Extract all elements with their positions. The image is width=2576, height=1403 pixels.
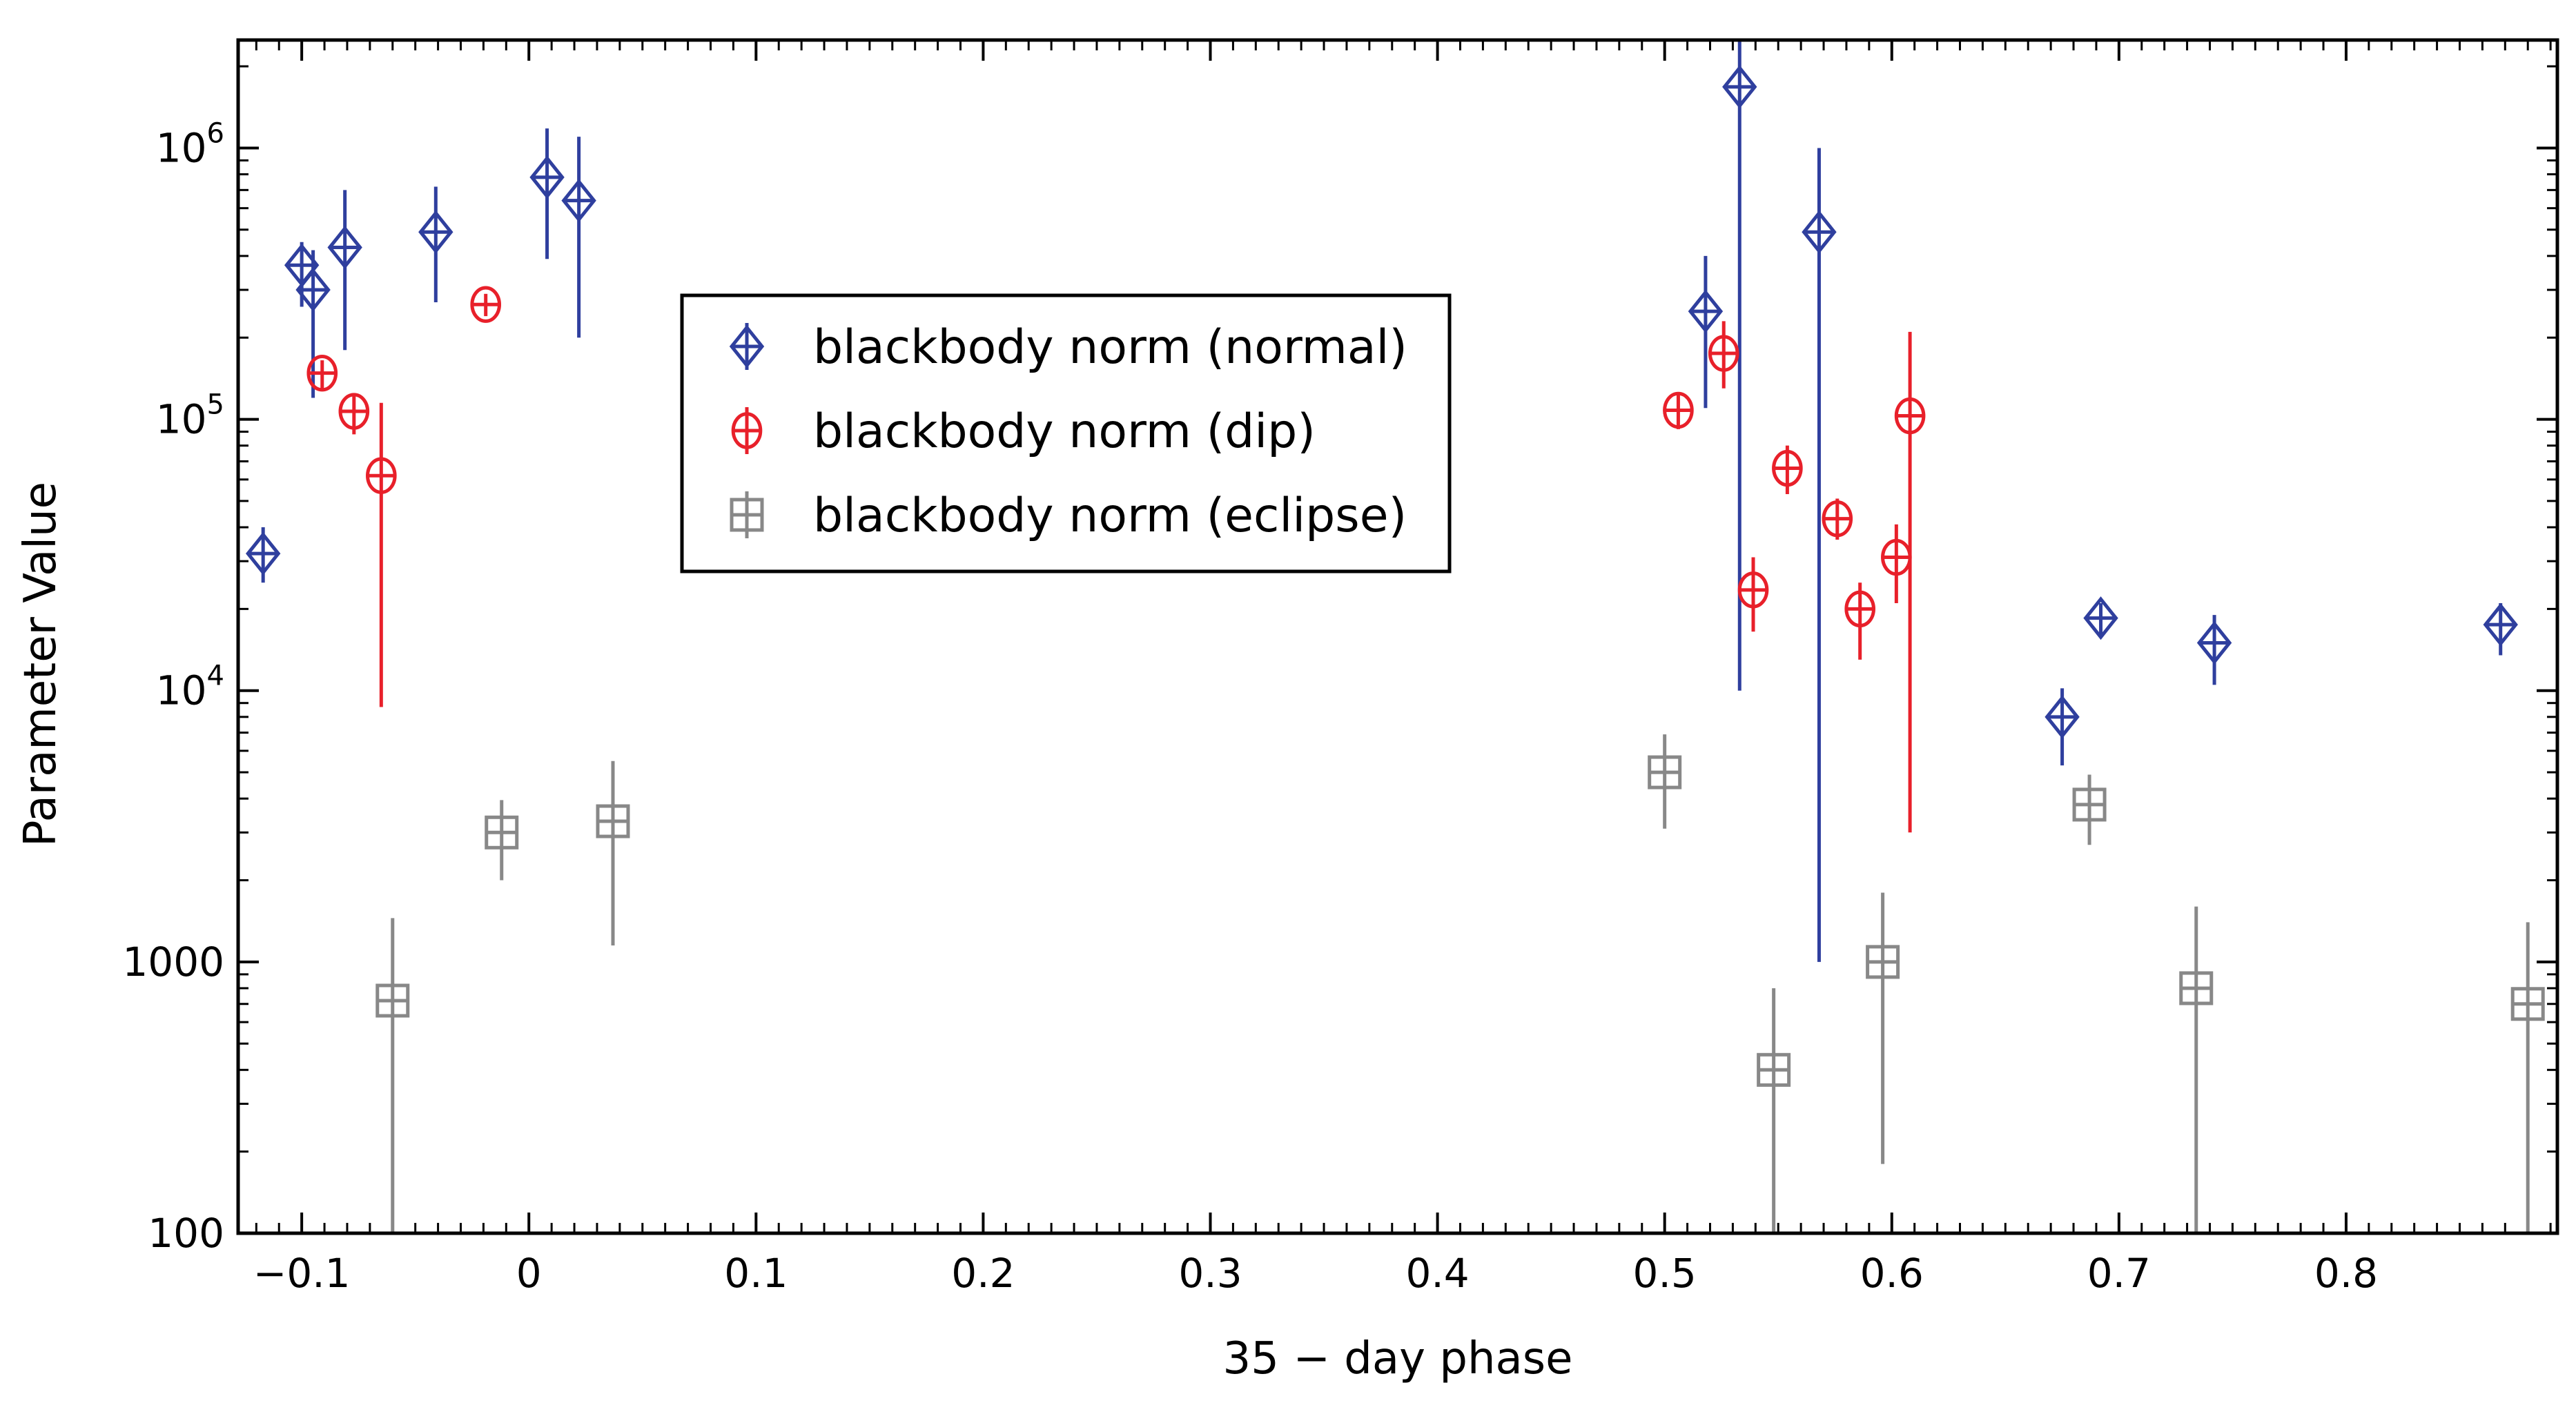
- y-tick-label: 104: [156, 660, 224, 714]
- axis-ticks: [238, 40, 2557, 1235]
- data-point: [245, 527, 281, 583]
- data-point: [1844, 582, 1875, 660]
- x-axis-title: 35 − day phase: [1223, 1333, 1573, 1384]
- data-point: [306, 354, 338, 392]
- x-tick-label: 0.2: [951, 1250, 1015, 1297]
- data-point: [1757, 988, 1791, 1233]
- y-tick-label: 1000: [122, 939, 224, 985]
- x-tick-label: 0.7: [2087, 1250, 2151, 1297]
- data-point: [2510, 922, 2545, 1233]
- legend-label-eclipse: blackbody norm (eclipse): [813, 489, 1407, 543]
- y-tick-base: 10: [156, 667, 207, 714]
- plot-frame: [236, 38, 2559, 1235]
- data-point: [418, 186, 453, 302]
- legend-label-dip: blackbody norm (dip): [813, 404, 1316, 459]
- x-tick-label: −0.1: [253, 1250, 351, 1297]
- data-point: [1648, 734, 1682, 829]
- data-point: [596, 761, 630, 945]
- data-point: [1866, 892, 1900, 1164]
- data-point: [1737, 557, 1769, 632]
- data-point: [1881, 524, 1912, 604]
- y-tick-base: 10: [156, 396, 207, 443]
- data-point: [327, 190, 362, 351]
- data-point: [1894, 331, 1926, 833]
- data-point: [2483, 602, 2518, 656]
- legend-marker-circle: [731, 407, 763, 454]
- data-point: [1663, 391, 1694, 429]
- x-tick-label: 0.1: [724, 1250, 788, 1297]
- tick-labels: −0.1 0 0.1 0.2 0.3 0.4 0.5 0.6 0.7 0.810010001041…: [122, 117, 2378, 1297]
- data-point: [2072, 774, 2107, 845]
- data-point: [529, 128, 565, 259]
- legend-marker-square: [730, 491, 764, 538]
- x-tick-label: 0.8: [2314, 1250, 2378, 1297]
- x-tick-label: 0.4: [1405, 1250, 1469, 1297]
- legend-label-normal: blackbody norm (normal): [813, 320, 1407, 375]
- data-point: [1802, 148, 1837, 962]
- y-tick-label: 100: [148, 1210, 224, 1257]
- data-point: [338, 393, 370, 435]
- x-tick-label: 0.3: [1178, 1250, 1242, 1297]
- legend-marker-diamond: [729, 323, 765, 370]
- data-point: [2045, 688, 2080, 766]
- series-circle: [306, 286, 1926, 833]
- legend-entry-dip: blackbody norm (dip): [731, 404, 1316, 459]
- y-tick-exponent: 6: [207, 117, 224, 149]
- data-point: [1688, 255, 1724, 409]
- data-point: [470, 286, 502, 323]
- data-point: [366, 402, 397, 707]
- legend-entry-eclipse: blackbody norm (eclipse): [730, 489, 1407, 543]
- y-tick-exponent: 4: [207, 660, 224, 692]
- data-series: [245, 40, 2545, 1233]
- y-tick-label: 106: [156, 117, 224, 171]
- data-point: [485, 800, 519, 881]
- legend-entry-normal: blackbody norm (normal): [729, 320, 1407, 375]
- y-tick-base: 100: [148, 1210, 224, 1257]
- data-point: [1772, 445, 1803, 494]
- x-tick-label: 0: [516, 1250, 542, 1297]
- y-tick-base: 1000: [122, 939, 224, 985]
- data-point: [561, 137, 596, 338]
- y-tick-base: 10: [156, 124, 207, 171]
- legend: blackbody norm (normal) blackbody norm (…: [680, 293, 1452, 573]
- data-point: [2083, 596, 2118, 640]
- data-point: [2196, 615, 2232, 685]
- y-tick-label: 105: [156, 389, 224, 443]
- data-point: [2179, 906, 2214, 1233]
- y-axis-title: Parameter Value: [15, 482, 66, 847]
- data-point: [1708, 321, 1739, 389]
- series-square: [375, 734, 2545, 1233]
- legend-box: [680, 293, 1452, 573]
- x-tick-label: 0.6: [1860, 1250, 1924, 1297]
- y-tick-exponent: 5: [207, 389, 224, 421]
- data-point: [1822, 498, 1853, 540]
- data-point: [375, 918, 410, 1233]
- x-tick-label: 0.5: [1633, 1250, 1697, 1297]
